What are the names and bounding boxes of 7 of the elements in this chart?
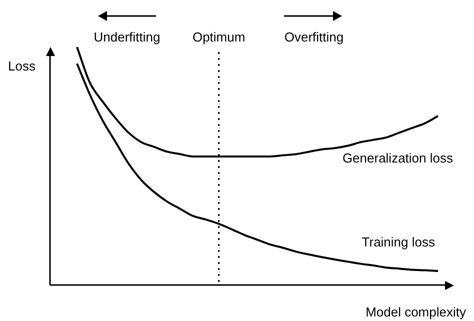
text: Optimum xyxy=(192,30,246,45)
text: Underfitting xyxy=(94,30,160,45)
series-label: Generalization loss xyxy=(342,150,454,166)
text: Overfitting xyxy=(284,30,344,45)
series-label: Training loss xyxy=(362,234,436,250)
x-axis-title: Model complexity xyxy=(366,304,466,320)
y-axis-title: Loss xyxy=(8,58,36,74)
